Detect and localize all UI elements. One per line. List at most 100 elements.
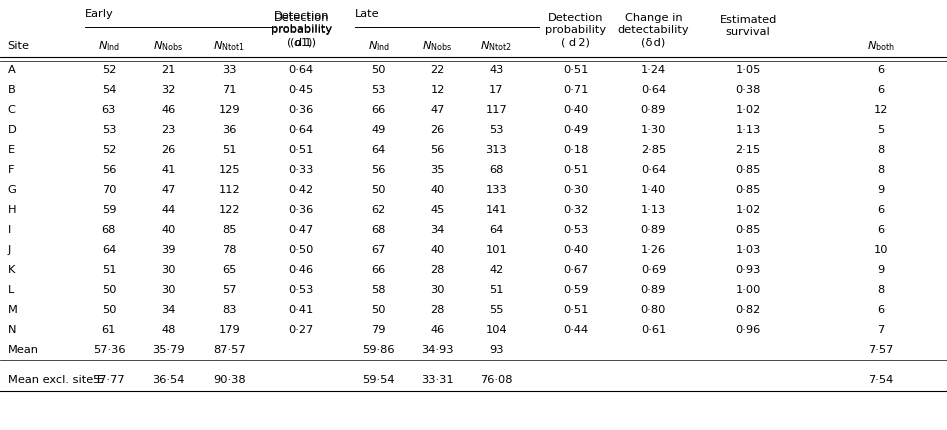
Text: 0·36: 0·36 [289, 105, 313, 115]
Text: 93: 93 [489, 345, 504, 355]
Text: 78: 78 [222, 245, 237, 255]
Text: 41: 41 [161, 165, 176, 175]
Text: A: A [8, 65, 15, 75]
Text: 10: 10 [873, 245, 888, 255]
Text: 68: 68 [489, 165, 504, 175]
Text: 1·05: 1·05 [736, 65, 760, 75]
Text: 1·13: 1·13 [736, 125, 760, 135]
Text: 63: 63 [101, 105, 116, 115]
Text: 6: 6 [877, 205, 884, 215]
Text: 179: 179 [219, 326, 240, 335]
Text: 0·89: 0·89 [641, 225, 666, 235]
Text: 34·93: 34·93 [421, 345, 454, 355]
Text: 79: 79 [371, 326, 386, 335]
Text: 43: 43 [489, 65, 504, 75]
Text: 59·86: 59·86 [363, 345, 395, 355]
Text: 0·46: 0·46 [289, 265, 313, 275]
Text: 36: 36 [222, 125, 237, 135]
Text: 0·50: 0·50 [289, 245, 313, 255]
Text: 0·32: 0·32 [563, 205, 588, 215]
Text: 9: 9 [877, 185, 884, 195]
Text: 34: 34 [430, 225, 445, 235]
Text: 0·96: 0·96 [736, 326, 760, 335]
Text: 22: 22 [430, 65, 445, 75]
Text: 0·33: 0·33 [289, 165, 313, 175]
Text: 8: 8 [877, 165, 884, 175]
Text: $N_\mathregular{Ind}$: $N_\mathregular{Ind}$ [367, 40, 390, 53]
Text: J: J [8, 245, 11, 255]
Text: 52: 52 [101, 145, 116, 155]
Text: 0·18: 0·18 [563, 145, 588, 155]
Text: 23: 23 [161, 125, 176, 135]
Text: 313: 313 [486, 145, 507, 155]
Text: 6: 6 [877, 85, 884, 95]
Text: 51: 51 [222, 145, 237, 155]
Text: N: N [8, 326, 16, 335]
Text: $N_\mathregular{Ind}$: $N_\mathregular{Ind}$ [98, 40, 120, 53]
Text: 5: 5 [877, 125, 884, 135]
Text: 1·40: 1·40 [641, 185, 666, 195]
Text: 40: 40 [430, 245, 445, 255]
Text: 36·54: 36·54 [152, 375, 185, 385]
Text: 1·30: 1·30 [641, 125, 666, 135]
Text: 55: 55 [489, 305, 504, 315]
Text: 0·51: 0·51 [563, 165, 588, 175]
Text: 54: 54 [101, 85, 116, 95]
Text: 8: 8 [877, 145, 884, 155]
Text: 0·44: 0·44 [563, 326, 588, 335]
Text: 0·67: 0·67 [563, 265, 588, 275]
Text: 30: 30 [161, 265, 176, 275]
Text: 57·36: 57·36 [93, 345, 125, 355]
Text: 0·85: 0·85 [736, 185, 760, 195]
Text: M: M [8, 305, 17, 315]
Text: 66: 66 [371, 265, 386, 275]
Text: 71: 71 [222, 85, 237, 95]
Text: 51: 51 [101, 265, 116, 275]
Text: 12: 12 [430, 85, 445, 95]
Text: 122: 122 [219, 205, 240, 215]
Text: Early: Early [85, 9, 114, 19]
Text: 64: 64 [489, 225, 504, 235]
Text: 1·02: 1·02 [736, 205, 760, 215]
Text: 0·89: 0·89 [641, 285, 666, 295]
Text: 40: 40 [430, 185, 445, 195]
Text: 0·53: 0·53 [563, 225, 588, 235]
Text: 33: 33 [222, 65, 237, 75]
Text: 67: 67 [371, 245, 386, 255]
Text: 35·79: 35·79 [152, 345, 185, 355]
Text: 0·36: 0·36 [289, 205, 313, 215]
Text: 62: 62 [371, 205, 386, 215]
Text: 0·64: 0·64 [289, 65, 313, 75]
Text: 44: 44 [161, 205, 176, 215]
Text: 49: 49 [371, 125, 386, 135]
Text: 0·64: 0·64 [641, 85, 666, 95]
Text: 57·77: 57·77 [93, 375, 125, 385]
Text: 76·08: 76·08 [480, 375, 512, 385]
Text: F: F [8, 165, 14, 175]
Text: 0·30: 0·30 [563, 185, 588, 195]
Text: 45: 45 [430, 205, 445, 215]
Text: 61: 61 [101, 326, 116, 335]
Text: C: C [8, 105, 15, 115]
Text: 0·93: 0·93 [736, 265, 760, 275]
Text: 0·47: 0·47 [289, 225, 313, 235]
Text: 34: 34 [161, 305, 176, 315]
Text: 50: 50 [371, 305, 386, 315]
Text: 9: 9 [877, 265, 884, 275]
Text: 64: 64 [101, 245, 116, 255]
Text: Late: Late [355, 9, 380, 19]
Text: 0·42: 0·42 [289, 185, 313, 195]
Text: 56: 56 [430, 145, 445, 155]
Text: 30: 30 [430, 285, 445, 295]
Text: 66: 66 [371, 105, 386, 115]
Text: Mean excl. site E: Mean excl. site E [8, 375, 103, 385]
Text: 0·61: 0·61 [641, 326, 666, 335]
Text: 56: 56 [101, 165, 116, 175]
Text: Detection
probability
$(d$1$)$: Detection probability $(d$1$)$ [271, 11, 331, 49]
Text: 104: 104 [486, 326, 507, 335]
Text: 141: 141 [486, 205, 507, 215]
Text: 50: 50 [371, 185, 386, 195]
Text: 12: 12 [873, 105, 888, 115]
Text: $N_\mathregular{Ntot1}$: $N_\mathregular{Ntot1}$ [213, 40, 245, 53]
Text: 51: 51 [489, 285, 504, 295]
